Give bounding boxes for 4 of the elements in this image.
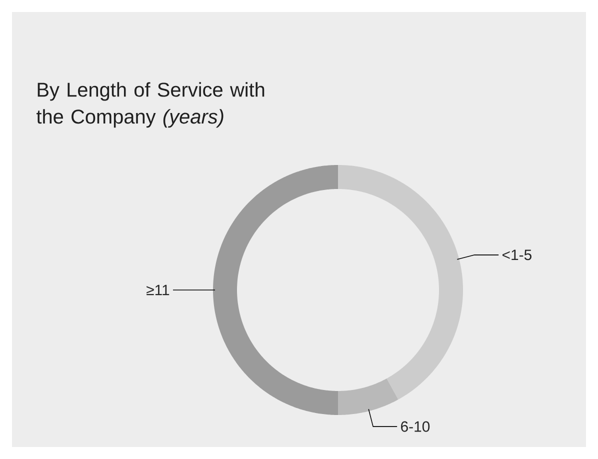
slice-label: <1-5 bbox=[502, 250, 532, 260]
slice-label: 6-10 bbox=[401, 421, 430, 432]
chart-title: By Length of Service with the Company (years) bbox=[36, 82, 264, 128]
slice-label: ≥11 bbox=[146, 284, 170, 296]
